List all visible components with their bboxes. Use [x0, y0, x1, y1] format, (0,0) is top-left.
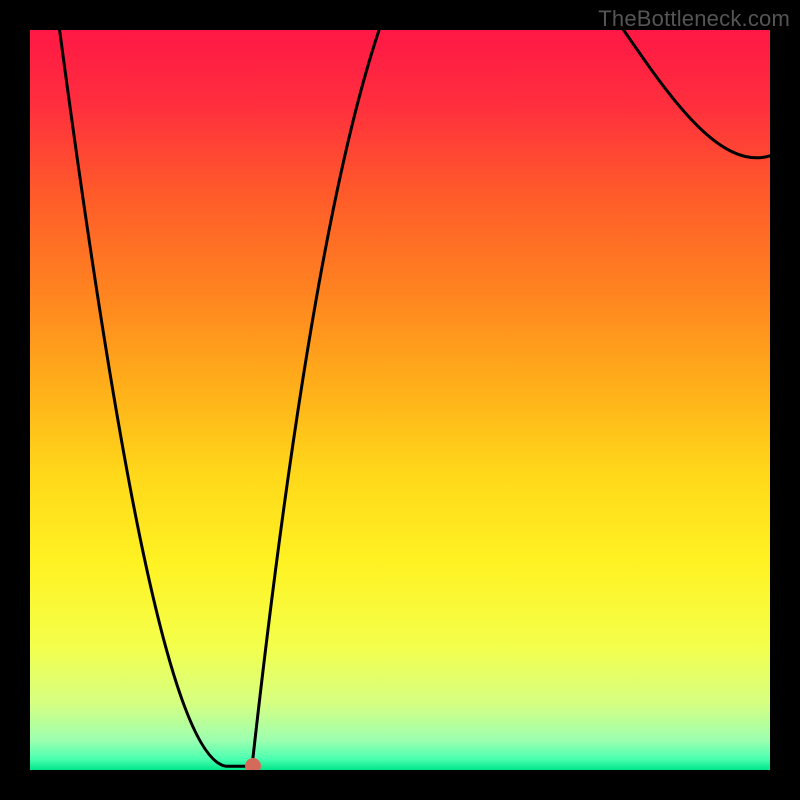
minimum-marker: [245, 758, 261, 770]
watermark-text: TheBottleneck.com: [598, 6, 790, 32]
bottleneck-curve: [30, 30, 770, 770]
chart-container: TheBottleneck.com: [0, 0, 800, 800]
plot-area: [30, 30, 770, 770]
